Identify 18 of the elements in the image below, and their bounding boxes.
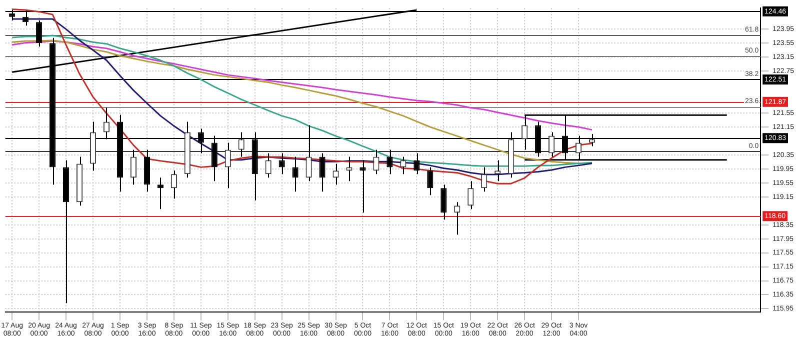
candlestick xyxy=(414,152,420,175)
candlestick xyxy=(332,163,339,186)
candlestick xyxy=(494,160,501,182)
candlestick xyxy=(454,202,460,236)
candlestick xyxy=(400,156,406,175)
candlestick xyxy=(36,20,42,48)
candlestick xyxy=(360,160,366,214)
candlestick xyxy=(319,152,326,192)
candlestick xyxy=(468,180,474,210)
candlestick xyxy=(481,166,488,192)
candlestick xyxy=(170,170,177,200)
candlestick xyxy=(292,156,298,192)
candlestick xyxy=(346,156,352,182)
candlestick xyxy=(278,152,285,175)
candlestick xyxy=(386,149,393,175)
candlestick xyxy=(440,184,447,220)
candlestick xyxy=(157,177,164,210)
candlestick xyxy=(427,166,434,196)
